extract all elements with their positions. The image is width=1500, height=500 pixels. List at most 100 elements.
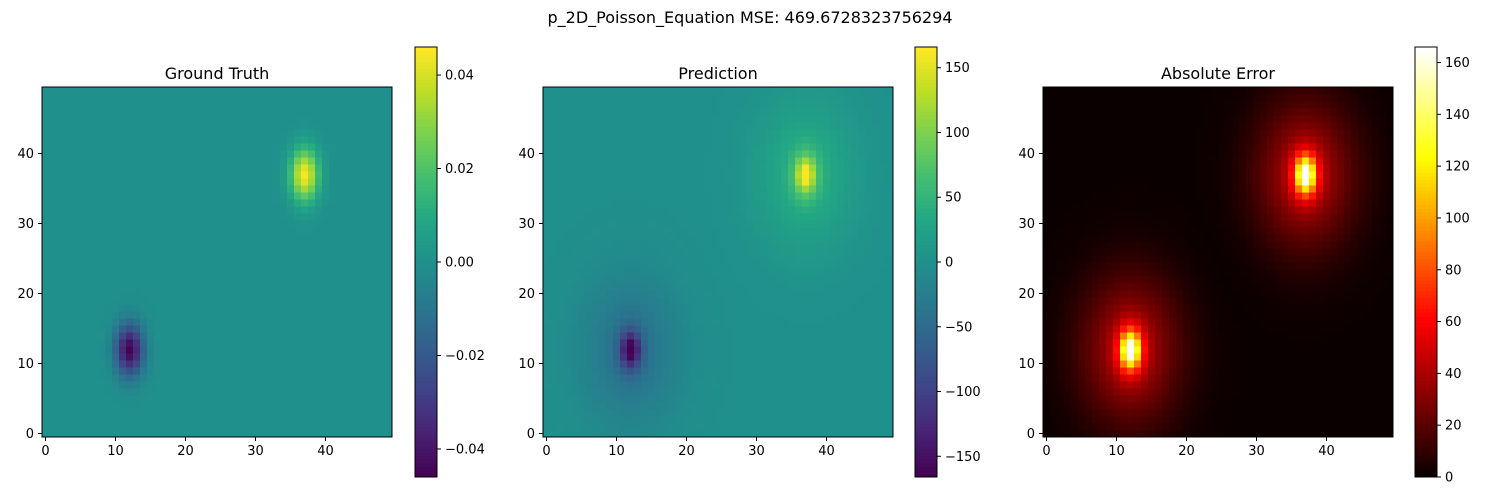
heatmap-cell [872, 164, 880, 172]
heatmap-cell [56, 157, 64, 165]
heatmap-cell [802, 248, 810, 256]
heatmap-cell [837, 178, 845, 186]
heatmap-cell [599, 339, 607, 347]
heatmap-cell [84, 395, 92, 403]
heatmap-cell [613, 409, 621, 417]
heatmap-cell [301, 360, 309, 368]
heatmap-cell [210, 248, 218, 256]
heatmap-cell [259, 353, 267, 361]
heatmap-cell [732, 241, 740, 249]
heatmap-cell [543, 136, 551, 144]
heatmap-cell [788, 220, 796, 228]
heatmap-cell [872, 416, 880, 424]
heatmap-cell [273, 402, 281, 410]
heatmap-cell [245, 325, 253, 333]
heatmap-cell [140, 339, 148, 347]
heatmap-cell [697, 220, 705, 228]
heatmap-cell [161, 248, 169, 256]
heatmap-cell [245, 332, 253, 340]
heatmap-cell [732, 388, 740, 396]
heatmap-cell [578, 318, 586, 326]
heatmap-cell [259, 108, 267, 116]
heatmap-cell [315, 409, 323, 417]
heatmap-cell [823, 178, 831, 186]
heatmap-cell [557, 220, 565, 228]
heatmap-cell [70, 192, 78, 200]
heatmap-cell [364, 325, 372, 333]
colorbar-step [415, 358, 437, 363]
heatmap-cell [126, 101, 134, 109]
heatmap-cell [238, 339, 246, 347]
heatmap-cell [154, 185, 162, 193]
heatmap-cell [641, 122, 649, 130]
heatmap-cell [217, 199, 225, 207]
heatmap-cell [795, 185, 803, 193]
heatmap-cell [182, 269, 190, 277]
heatmap-cell [683, 311, 691, 319]
heatmap-cell [676, 409, 684, 417]
heatmap-cell [620, 143, 628, 151]
heatmap-cell [851, 416, 859, 424]
colorbar-step [415, 262, 437, 267]
heatmap-cell [336, 409, 344, 417]
heatmap-cell [350, 276, 358, 284]
heatmap-cell [599, 213, 607, 221]
heatmap-cell [182, 87, 190, 95]
heatmap-cell [739, 192, 747, 200]
heatmap-cell [343, 353, 351, 361]
heatmap-cell [746, 388, 754, 396]
colorbar-step [415, 333, 437, 338]
heatmap-cell [655, 367, 663, 375]
heatmap-cell [620, 374, 628, 382]
heatmap-cell [147, 199, 155, 207]
heatmap-cell [634, 304, 642, 312]
heatmap-cell [42, 262, 50, 270]
heatmap-cell [105, 416, 113, 424]
heatmap-cell [238, 206, 246, 214]
heatmap-cell [196, 269, 204, 277]
heatmap-cell [865, 276, 873, 284]
heatmap-cell [844, 430, 852, 438]
heatmap-cell [378, 178, 386, 186]
heatmap-cell [315, 227, 323, 235]
heatmap-cell [697, 339, 705, 347]
heatmap-cell [599, 290, 607, 298]
heatmap-cell [557, 234, 565, 242]
heatmap-cell [350, 234, 358, 242]
heatmap-cell [238, 178, 246, 186]
heatmap-cell [385, 290, 393, 298]
heatmap-cell [49, 318, 57, 326]
heatmap-cell [662, 332, 670, 340]
colorbar-step [415, 104, 437, 109]
heatmap-cell [704, 108, 712, 116]
heatmap-cell [725, 255, 733, 263]
heatmap-cell [77, 283, 85, 291]
heatmap-cell [592, 430, 600, 438]
colorbar-step [415, 226, 437, 231]
heatmap-cell [217, 339, 225, 347]
heatmap-cell [795, 374, 803, 382]
heatmap-cell [795, 339, 803, 347]
heatmap-cell [364, 227, 372, 235]
heatmap-cell [161, 311, 169, 319]
heatmap-cell [704, 199, 712, 207]
heatmap-cell [739, 171, 747, 179]
heatmap-cell [91, 360, 99, 368]
heatmap-cell [564, 367, 572, 375]
heatmap-cell [872, 248, 880, 256]
heatmap-cell [308, 178, 316, 186]
heatmap-cell [613, 199, 621, 207]
heatmap-cell [217, 353, 225, 361]
heatmap-cell [557, 108, 565, 116]
heatmap-cell [725, 178, 733, 186]
heatmap-cell [105, 213, 113, 221]
heatmap-cell [364, 143, 372, 151]
heatmap-cell [746, 283, 754, 291]
heatmap-cell [879, 423, 887, 431]
heatmap-cell [266, 269, 274, 277]
heatmap-cell [606, 276, 614, 284]
heatmap-cell [732, 164, 740, 172]
heatmap-cell [70, 381, 78, 389]
heatmap-cell [571, 360, 579, 368]
heatmap-cell [662, 220, 670, 228]
